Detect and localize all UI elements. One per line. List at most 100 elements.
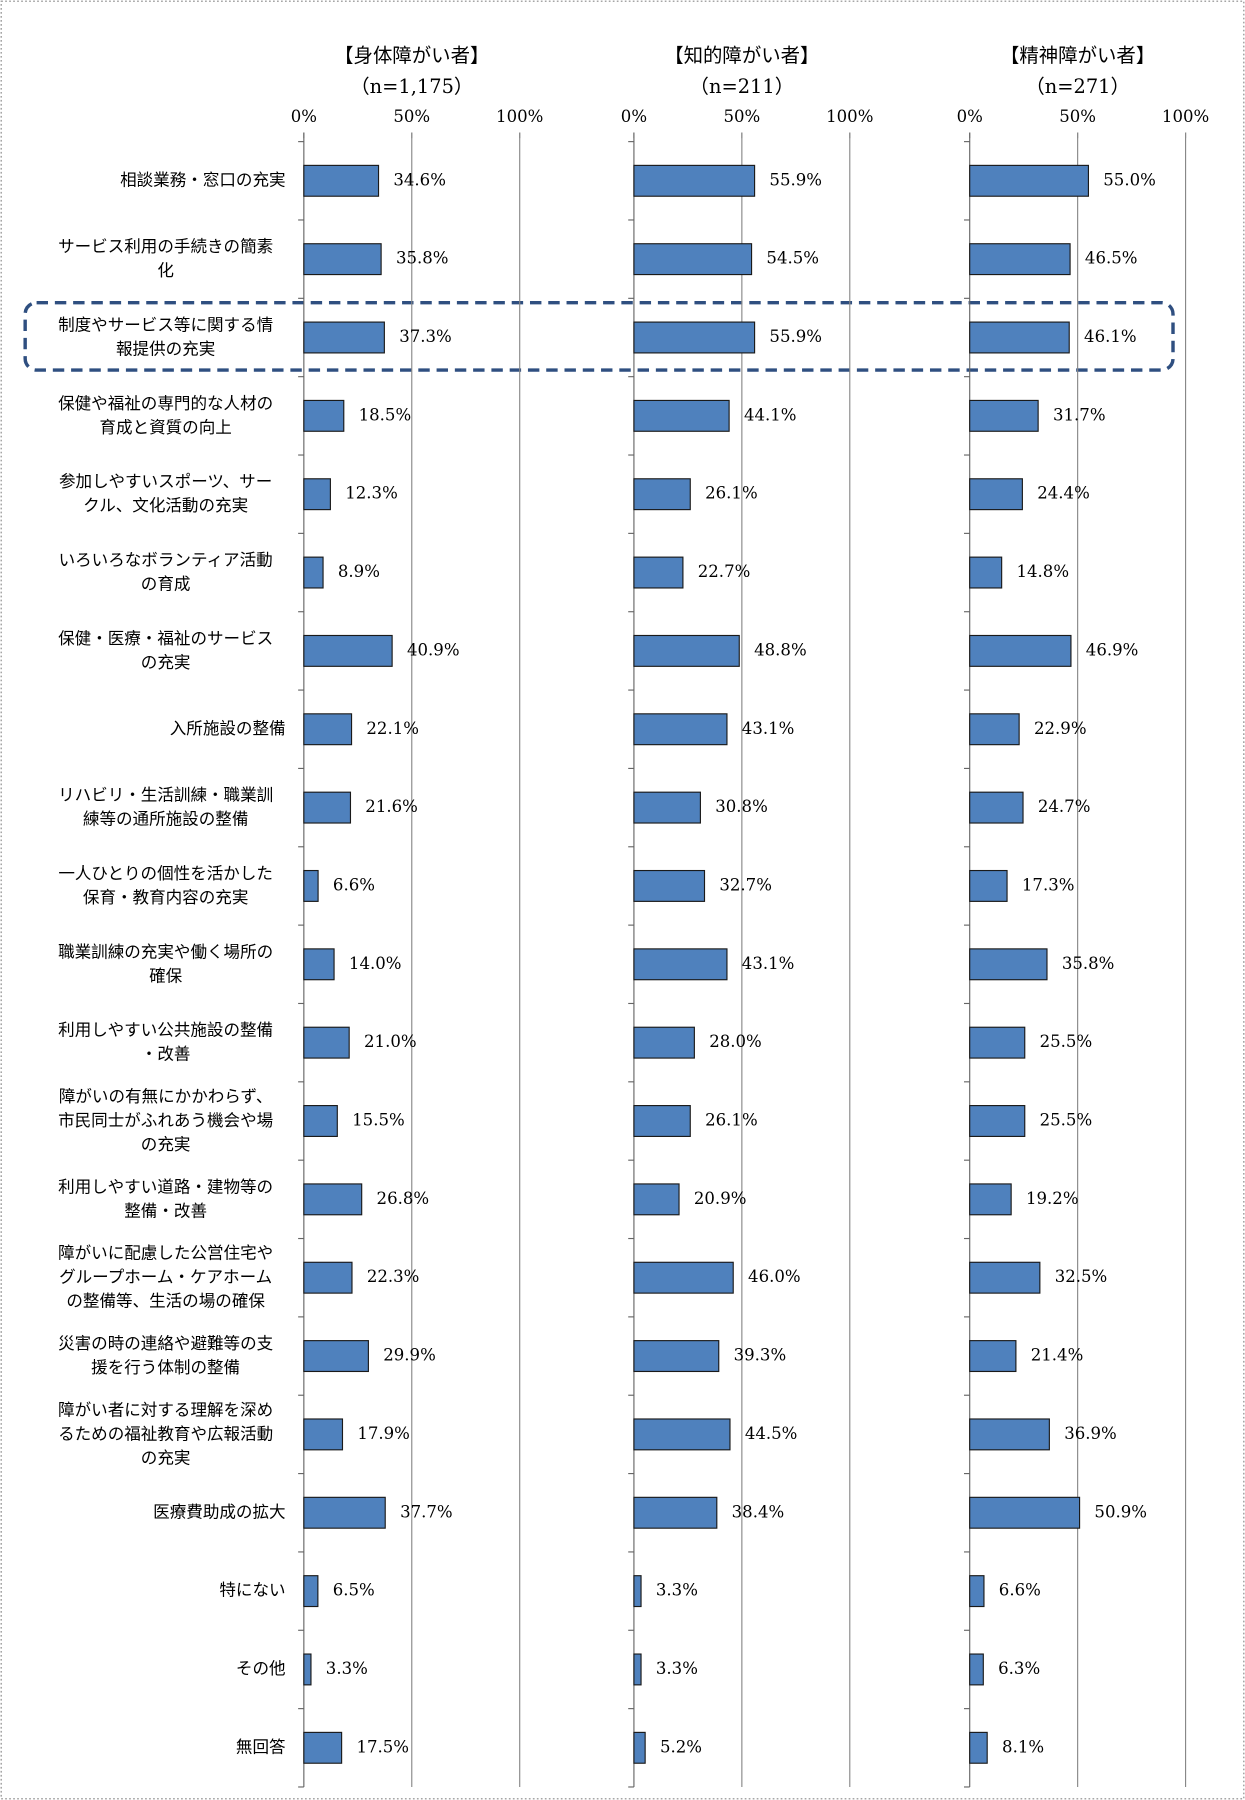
- category-label: リハビリ・生活訓練・職業訓練等の通所施設の整備: [58, 785, 273, 828]
- category-label: 無回答: [236, 1737, 286, 1756]
- panel-title: 【身体障がい者】: [334, 44, 489, 67]
- category-label: 災害の時の連絡や避難等の支援を行う体制の整備: [58, 1334, 273, 1377]
- value-label: 24.7%: [1038, 797, 1091, 816]
- bar: [969, 1183, 1012, 1216]
- value-label: 6.5%: [333, 1581, 375, 1600]
- bar: [969, 869, 1008, 902]
- value-label: 26.1%: [705, 484, 758, 503]
- value-label: 35.8%: [396, 249, 449, 268]
- value-label: 35.8%: [1062, 954, 1115, 973]
- value-label: 36.9%: [1064, 1424, 1117, 1443]
- bar: [303, 1183, 363, 1216]
- bar: [633, 948, 728, 981]
- value-label: 46.0%: [748, 1267, 801, 1286]
- bar: [303, 1496, 386, 1529]
- bar: [303, 1653, 312, 1686]
- bar: [633, 556, 684, 589]
- value-label: 15.5%: [352, 1111, 405, 1130]
- bar: [303, 321, 385, 354]
- value-label: 21.0%: [364, 1032, 417, 1051]
- value-label: 20.9%: [694, 1189, 747, 1208]
- category-label: 入所施設の整備: [170, 719, 286, 738]
- x-tick-label: 100%: [1162, 107, 1209, 126]
- value-label: 37.3%: [399, 327, 452, 346]
- bar: [633, 713, 728, 746]
- bar: [303, 243, 382, 276]
- bar: [969, 1340, 1017, 1373]
- bar: [969, 164, 1090, 197]
- bar: [969, 791, 1024, 824]
- bar: [969, 399, 1039, 432]
- bar: [969, 1105, 1026, 1137]
- value-label: 3.3%: [656, 1659, 698, 1678]
- panel-subtitle: （n=1,175）: [350, 75, 473, 98]
- bar: [303, 1026, 350, 1059]
- category-label: その他: [236, 1659, 286, 1678]
- bar: [633, 1105, 691, 1137]
- x-tick-label: 0%: [291, 107, 317, 126]
- value-label: 38.4%: [732, 1502, 785, 1521]
- bar: [633, 164, 756, 197]
- bar: [633, 1731, 646, 1764]
- value-label: 40.9%: [407, 640, 460, 659]
- value-label: 48.8%: [754, 640, 807, 659]
- category-label: 保健や福祉の専門的な人材の育成と資質の向上: [58, 393, 273, 436]
- x-tick-label: 0%: [957, 107, 983, 126]
- value-label: 24.4%: [1037, 484, 1090, 503]
- bar: [969, 1026, 1026, 1059]
- category-label: いろいろなボランティア活動の育成: [59, 550, 273, 593]
- x-tick-label: 50%: [393, 107, 430, 126]
- bar: [303, 1731, 343, 1764]
- x-tick-label: 100%: [826, 107, 873, 126]
- category-label: 障がいに配慮した公営住宅やグループホーム・ケアホームの整備等、生活の場の確保: [58, 1243, 273, 1310]
- value-label: 50.9%: [1094, 1502, 1147, 1521]
- panel-title: 【精神障がい者】: [1000, 44, 1155, 67]
- bar: [633, 634, 740, 667]
- value-label: 32.5%: [1055, 1267, 1108, 1286]
- value-label: 28.0%: [709, 1032, 762, 1051]
- value-label: 22.1%: [366, 719, 419, 738]
- bar: [633, 1183, 680, 1216]
- bar: [303, 478, 331, 511]
- value-label: 31.7%: [1053, 405, 1106, 424]
- category-label: 参加しやすいスポーツ、サークル、文化活動の充実: [59, 472, 272, 515]
- value-label: 17.3%: [1022, 875, 1075, 894]
- bar: [633, 243, 753, 276]
- value-label: 21.4%: [1031, 1346, 1084, 1365]
- value-label: 32.7%: [719, 875, 772, 894]
- value-label: 22.7%: [698, 562, 751, 581]
- category-label: 特にない: [219, 1581, 285, 1600]
- value-label: 43.1%: [742, 719, 795, 738]
- bar: [303, 1418, 344, 1451]
- category-label: 保健・医療・福祉のサービスの充実: [58, 628, 273, 671]
- value-label: 22.3%: [367, 1267, 420, 1286]
- category-label: 相談業務・窓口の充実: [120, 170, 285, 189]
- value-label: 3.3%: [326, 1659, 368, 1678]
- bar: [303, 164, 380, 197]
- panel-subtitle: （n=271）: [1025, 75, 1130, 98]
- category-label: 医療費助成の拡大: [153, 1502, 285, 1521]
- bar: [969, 713, 1020, 746]
- category-label: 一人ひとりの個性を活かした保育・教育内容の充実: [58, 863, 273, 906]
- bar: [633, 791, 701, 824]
- bar: [303, 869, 319, 902]
- bar: [633, 869, 706, 902]
- bar: [969, 1731, 988, 1764]
- category-label: 障がいの有無にかかわらず、市民同士がふれあう機会や場の充実: [58, 1087, 273, 1154]
- bar: [969, 1418, 1050, 1451]
- bar: [969, 1653, 984, 1686]
- value-label: 6.3%: [998, 1659, 1040, 1678]
- bar: [969, 321, 1070, 354]
- value-label: 37.7%: [400, 1502, 453, 1521]
- value-label: 26.1%: [705, 1111, 758, 1130]
- category-label: 障がい者に対する理解を深めるための福祉教育や広報活動の充実: [58, 1400, 273, 1467]
- bar: [303, 1261, 353, 1294]
- x-tick-label: 0%: [621, 107, 647, 126]
- value-label: 29.9%: [383, 1346, 436, 1365]
- bar: [303, 713, 353, 746]
- value-label: 44.5%: [745, 1424, 798, 1443]
- x-tick-label: 50%: [723, 107, 760, 126]
- value-label: 55.9%: [769, 327, 822, 346]
- value-label: 14.0%: [349, 954, 402, 973]
